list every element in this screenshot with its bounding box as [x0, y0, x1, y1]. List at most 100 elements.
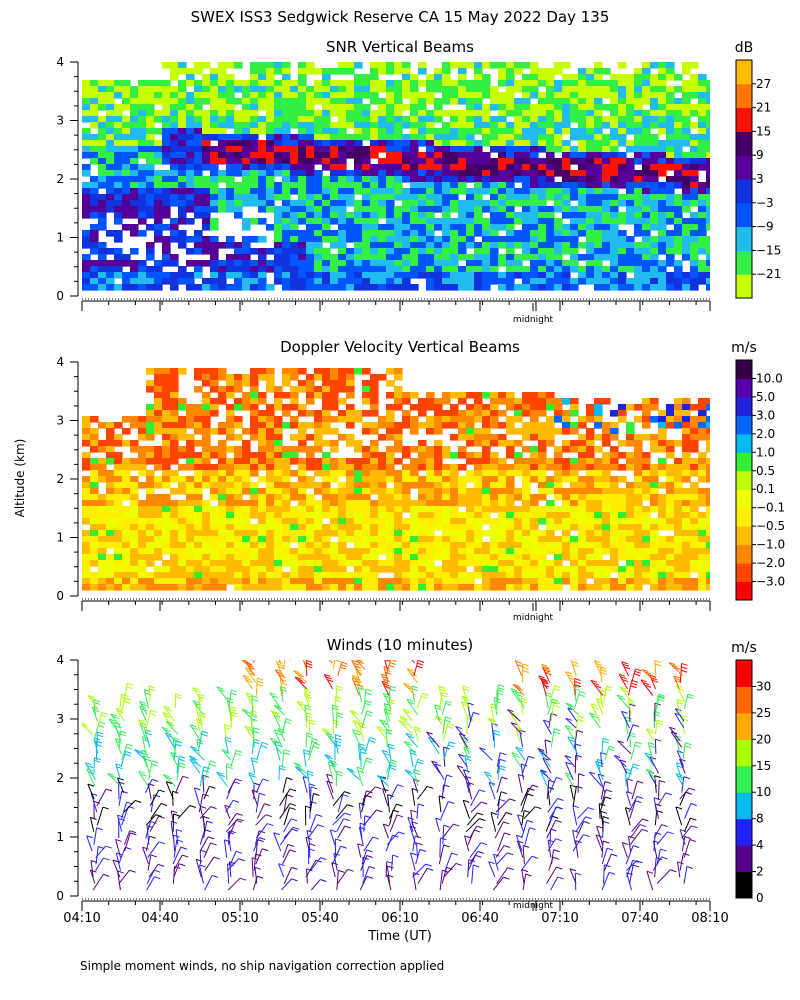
snr-cell: [154, 176, 163, 183]
snr-cell: [98, 164, 107, 171]
snr-cell: [666, 134, 675, 141]
doppler-cell: [82, 578, 91, 585]
snr-cell: [282, 110, 291, 117]
doppler-cell: [314, 440, 323, 447]
snr-cell: [634, 80, 643, 87]
snr-cell: [706, 266, 710, 273]
doppler-cell: [442, 542, 451, 549]
snr-cell: [330, 242, 339, 249]
doppler-cell: [354, 494, 363, 501]
doppler-cell: [194, 488, 203, 495]
doppler-cell: [154, 584, 163, 591]
snr-cell: [474, 248, 483, 255]
snr-cell: [346, 92, 355, 99]
snr-cell: [178, 170, 187, 177]
doppler-cell: [234, 536, 243, 543]
snr-cell: [122, 170, 131, 177]
doppler-cell: [674, 578, 683, 585]
snr-cell: [130, 134, 139, 141]
snr-cell: [610, 158, 619, 165]
snr-cell: [418, 122, 427, 129]
doppler-cell: [258, 542, 267, 549]
doppler-cell: [450, 500, 459, 507]
snr-cell: [506, 194, 515, 201]
doppler-cell: [290, 458, 299, 465]
snr-cell: [402, 188, 411, 195]
snr-cell: [514, 146, 523, 153]
doppler-cell: [394, 524, 403, 531]
snr-cell: [490, 224, 499, 231]
doppler-cell: [250, 536, 259, 543]
snr-cell: [330, 176, 339, 183]
snr-cell: [450, 194, 459, 201]
doppler-cell: [658, 566, 667, 573]
snr-cell: [650, 134, 659, 141]
doppler-cell: [394, 584, 403, 591]
snr-cell: [698, 188, 707, 195]
doppler-cell: [154, 518, 163, 525]
doppler-cell: [298, 434, 307, 441]
doppler-cell: [210, 494, 219, 501]
snr-cell: [242, 170, 251, 177]
snr-cell: [506, 92, 515, 99]
snr-cell: [698, 80, 707, 87]
doppler-cell: [554, 404, 563, 411]
doppler-cell: [370, 476, 379, 483]
snr-cell: [322, 230, 331, 237]
doppler-cell: [122, 560, 131, 567]
snr-cell: [114, 134, 123, 141]
snr-cell: [618, 80, 627, 87]
doppler-cell: [306, 560, 315, 567]
doppler-cell: [234, 530, 243, 537]
snr-cell: [186, 176, 195, 183]
snr-cell: [570, 188, 579, 195]
snr-cell: [306, 242, 315, 249]
snr-cell: [482, 110, 491, 117]
snr-cell: [706, 272, 710, 279]
colorbar-label: 15: [756, 124, 771, 138]
doppler-cell: [298, 380, 307, 387]
doppler-cell: [194, 416, 203, 423]
snr-cell: [202, 134, 211, 141]
snr-cell: [450, 164, 459, 171]
snr-cell: [322, 158, 331, 165]
snr-cell: [250, 260, 259, 267]
snr-cell: [522, 182, 531, 189]
doppler-cell: [498, 488, 507, 495]
snr-cell: [226, 86, 235, 93]
doppler-cell: [234, 542, 243, 549]
snr-cell: [466, 224, 475, 231]
doppler-cell: [194, 572, 203, 579]
doppler-cell: [154, 536, 163, 543]
snr-cell: [450, 152, 459, 159]
doppler-cell: [514, 572, 523, 579]
snr-cell: [210, 74, 219, 81]
snr-cell: [106, 206, 115, 213]
doppler-cell: [274, 440, 283, 447]
doppler-cell: [594, 542, 603, 549]
snr-cell: [562, 194, 571, 201]
snr-cell: [482, 242, 491, 249]
snr-cell: [410, 194, 419, 201]
snr-cell: [498, 206, 507, 213]
snr-cell: [370, 284, 379, 291]
snr-cell: [450, 284, 459, 291]
snr-cell: [698, 248, 707, 255]
snr-cell: [82, 242, 91, 249]
doppler-cell: [106, 524, 115, 531]
snr-cell: [282, 170, 291, 177]
snr-cell: [266, 134, 275, 141]
doppler-cell: [698, 452, 707, 459]
snr-cell: [394, 110, 403, 117]
snr-cell: [602, 122, 611, 129]
snr-cell: [274, 128, 283, 135]
doppler-cell: [154, 452, 163, 459]
snr-cell: [138, 218, 147, 225]
doppler-cell: [546, 584, 555, 591]
doppler-cell: [82, 506, 91, 513]
snr-cell: [682, 164, 691, 171]
snr-cell: [514, 164, 523, 171]
snr-cell: [538, 230, 547, 237]
snr-cell: [490, 170, 499, 177]
snr-cell: [674, 134, 683, 141]
